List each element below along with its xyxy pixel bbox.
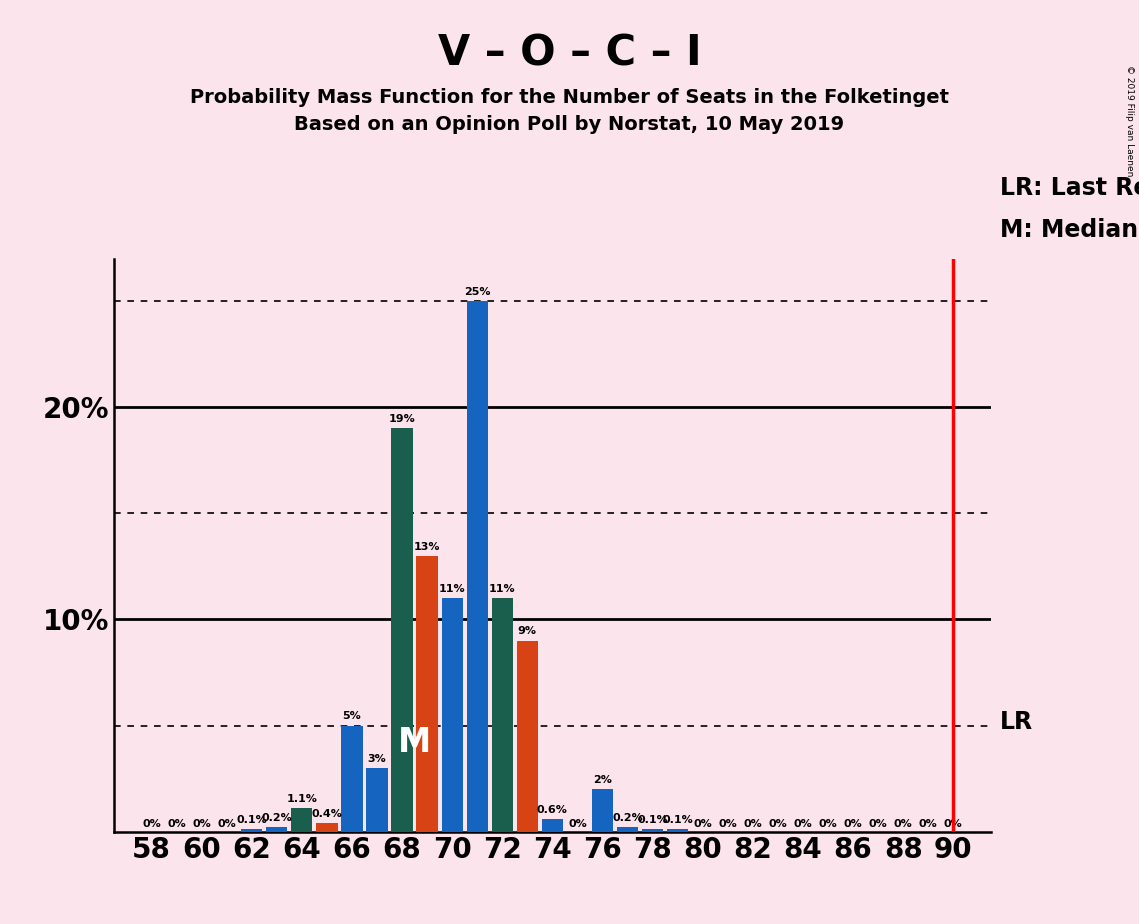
Text: Based on an Opinion Poll by Norstat, 10 May 2019: Based on an Opinion Poll by Norstat, 10 … — [295, 116, 844, 135]
Text: M: M — [398, 726, 432, 760]
Bar — [442, 598, 462, 832]
Text: 0.4%: 0.4% — [311, 808, 343, 819]
Text: V – O – C – I: V – O – C – I — [437, 32, 702, 74]
Text: 0%: 0% — [694, 820, 712, 830]
Text: 0%: 0% — [769, 820, 787, 830]
Text: 0%: 0% — [819, 820, 837, 830]
Text: 0.1%: 0.1% — [237, 815, 267, 825]
Bar — [517, 640, 538, 832]
Bar — [542, 819, 563, 832]
Bar — [642, 830, 663, 832]
Text: 25%: 25% — [464, 287, 491, 297]
Text: 5%: 5% — [343, 711, 361, 722]
Text: 0.1%: 0.1% — [638, 815, 667, 825]
Text: 0.6%: 0.6% — [536, 805, 568, 815]
Text: 0.2%: 0.2% — [613, 813, 642, 823]
Text: 1.1%: 1.1% — [286, 794, 318, 804]
Bar — [667, 830, 688, 832]
Bar — [617, 827, 638, 832]
Text: 0%: 0% — [869, 820, 887, 830]
Text: LR: Last Result: LR: Last Result — [1000, 176, 1139, 200]
Text: LR: LR — [1000, 711, 1033, 735]
Text: 0.2%: 0.2% — [262, 813, 292, 823]
Text: 0%: 0% — [919, 820, 937, 830]
Text: 0%: 0% — [719, 820, 737, 830]
Text: 0%: 0% — [744, 820, 762, 830]
Text: 0%: 0% — [192, 820, 211, 830]
Text: 0%: 0% — [568, 820, 587, 830]
Text: 9%: 9% — [518, 626, 536, 637]
Bar — [592, 789, 613, 832]
Bar — [317, 823, 337, 832]
Text: 19%: 19% — [388, 414, 416, 424]
Text: 3%: 3% — [368, 754, 386, 764]
Bar — [392, 429, 412, 832]
Text: 0%: 0% — [794, 820, 812, 830]
Bar — [241, 830, 262, 832]
Bar — [342, 725, 362, 832]
Text: 0%: 0% — [944, 820, 962, 830]
Text: 2%: 2% — [593, 775, 612, 784]
Text: 0%: 0% — [218, 820, 236, 830]
Text: 0.1%: 0.1% — [663, 815, 693, 825]
Bar — [467, 301, 487, 832]
Text: 0%: 0% — [844, 820, 862, 830]
Text: Probability Mass Function for the Number of Seats in the Folketinget: Probability Mass Function for the Number… — [190, 88, 949, 107]
Bar — [492, 598, 513, 832]
Bar — [267, 827, 287, 832]
Text: 13%: 13% — [413, 541, 441, 552]
Text: © 2019 Filip van Laenen: © 2019 Filip van Laenen — [1125, 65, 1134, 176]
Text: 0%: 0% — [894, 820, 912, 830]
Bar — [367, 768, 387, 832]
Bar — [417, 555, 437, 832]
Text: 0%: 0% — [167, 820, 186, 830]
Text: M: Median: M: Median — [1000, 218, 1138, 242]
Text: 11%: 11% — [489, 584, 516, 594]
Text: 11%: 11% — [439, 584, 466, 594]
Bar — [292, 808, 312, 832]
Text: 0%: 0% — [142, 820, 161, 830]
